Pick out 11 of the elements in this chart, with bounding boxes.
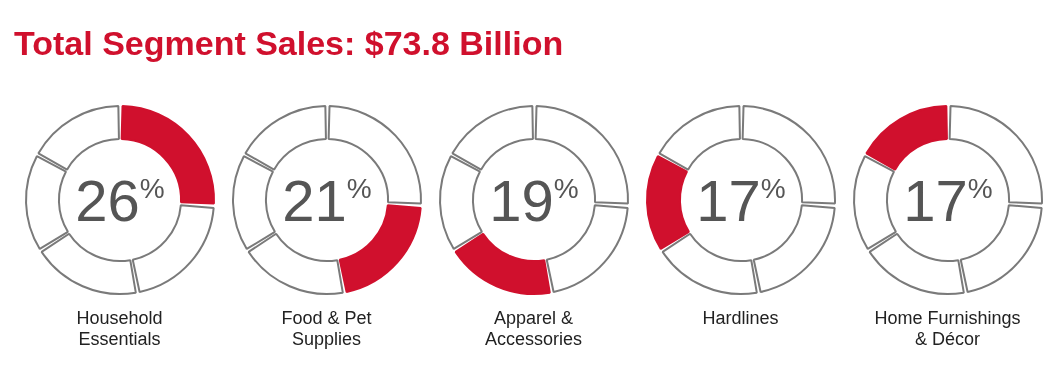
text: Hardlines bbox=[701, 308, 780, 329]
text: 26% bbox=[74, 168, 165, 233]
text: 19% bbox=[488, 168, 579, 233]
text: 17% bbox=[902, 168, 993, 233]
text: Apparel & Accessories bbox=[484, 308, 583, 350]
text: Food & Pet Supplies bbox=[280, 308, 373, 350]
text: Household Essentials bbox=[75, 308, 164, 350]
text: 21% bbox=[281, 168, 372, 233]
text: Total Segment Sales: $73.8 Billion bbox=[14, 24, 564, 63]
text: 17% bbox=[695, 168, 786, 233]
text: Home Furnishings & Décor bbox=[873, 308, 1022, 350]
